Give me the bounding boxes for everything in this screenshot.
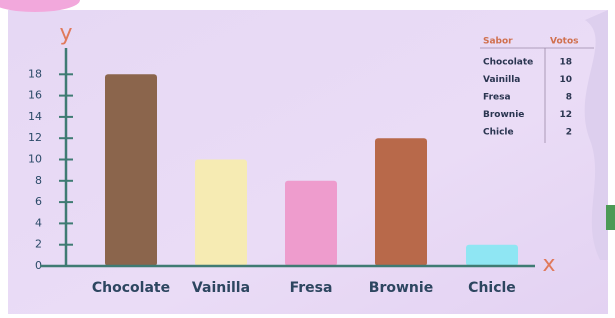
y-tick-label: 4 (35, 216, 42, 229)
y-axis-label: y (59, 21, 72, 46)
y-tick-label: 8 (35, 174, 42, 187)
y-tick-label: 18 (28, 67, 42, 80)
table-cell: Chocolate (483, 58, 533, 68)
x-tick-label: Vainilla (192, 280, 250, 296)
bar (375, 138, 427, 266)
bar (195, 160, 247, 267)
table-cell: Fresa (483, 93, 511, 103)
table-header: Votos (550, 37, 579, 47)
x-tick-label: Chocolate (92, 280, 170, 296)
decor-edge (606, 205, 615, 230)
table-cell: Brownie (483, 110, 524, 120)
table-header: Sabor (483, 37, 513, 47)
table-cell: 10 (559, 75, 572, 85)
table-cell: 2 (566, 128, 572, 138)
x-tick-label: Fresa (290, 280, 333, 296)
bar (105, 74, 157, 266)
y-tick-label: 6 (35, 195, 42, 208)
table-cell: 18 (559, 58, 572, 68)
y-tick-label: 16 (28, 89, 42, 102)
x-tick-label: Brownie (369, 280, 433, 296)
x-axis-label: x (542, 252, 555, 277)
table-cell: 8 (566, 93, 572, 103)
slide: y x Sabor Votos 024681012141618Chocolate… (0, 0, 615, 314)
y-tick-label: 10 (28, 153, 42, 166)
table-cell: Chicle (483, 128, 514, 138)
slide-background (8, 10, 608, 314)
bar (285, 181, 337, 266)
table-cell: 12 (559, 110, 572, 120)
x-tick-label: Chicle (468, 280, 516, 296)
y-tick-label: 14 (28, 110, 42, 123)
bar (466, 245, 518, 266)
table-cell: Vainilla (483, 75, 520, 85)
y-tick-label: 12 (28, 131, 42, 144)
y-tick-label: 2 (35, 238, 42, 251)
